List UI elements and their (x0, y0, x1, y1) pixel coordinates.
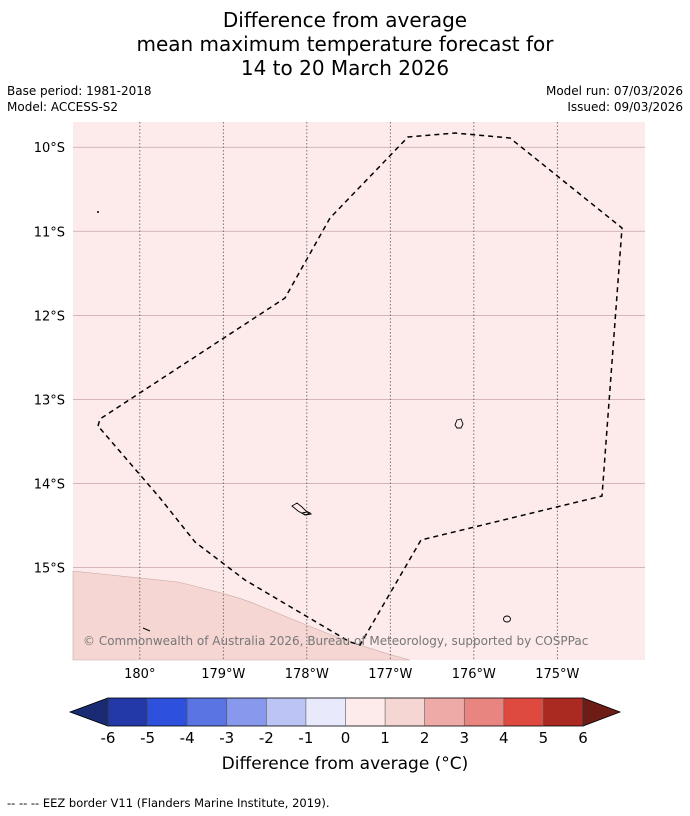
colorbar-over-arrow (582, 697, 622, 727)
colorbar-swatch (424, 698, 465, 726)
colorbar-tick-label: 0 (341, 729, 351, 747)
lat-tick-label: 12°S (34, 309, 65, 324)
colorbar-swatch (543, 698, 584, 726)
colorbar-swatch (108, 698, 148, 726)
map-gridlines (73, 122, 645, 660)
lon-tick-label: 180° (124, 667, 155, 682)
lon-tick-label: 175°W (535, 667, 579, 682)
colorbar-swatch (187, 698, 228, 726)
copyright-notice: © Commonwealth of Australia 2026, Bureau… (83, 634, 588, 648)
lat-tick-label: 10°S (34, 141, 65, 156)
colorbar-ticks: -6 -5 -4 -3 -2 -1 0 1 2 3 4 5 6 (101, 729, 588, 747)
lat-tick-label: 11°S (34, 225, 65, 240)
island-wallis-2 (300, 511, 313, 516)
lon-tick-label: 176°W (452, 667, 496, 682)
latitude-labels: 10°S 11°S 12°S 13°S 14°S 15°S (34, 141, 65, 576)
model-name: Model: ACCESS-S2 (7, 100, 119, 114)
map-title: Difference from average mean maximum tem… (0, 8, 690, 80)
colorbar-label: Difference from average (°C) (221, 754, 469, 774)
colorbar-tick-label: 3 (459, 729, 469, 747)
colorbar-under-arrow (68, 697, 109, 727)
colorbar-tick-label: -2 (259, 729, 274, 747)
meta-left: Base period: 1981-2018 Model: ACCESS-S2 (7, 83, 152, 115)
map-background (73, 122, 645, 660)
colorbar-tick-label: 4 (499, 729, 509, 747)
island-swains (454, 418, 464, 429)
colorbar-tick-label: -5 (140, 729, 155, 747)
lon-tick-label: 178°W (285, 667, 329, 682)
lon-tick-label: 179°W (201, 667, 245, 682)
title-line-3: 14 to 20 March 2026 (240, 56, 450, 80)
lat-tick-label: 14°S (34, 477, 65, 492)
island-dot (97, 211, 99, 213)
title-line-2: mean maximum temperature forecast for (136, 32, 554, 56)
colorbar-swatch (226, 698, 267, 726)
colorbar-swatch (385, 698, 425, 726)
issued-date: Issued: 09/03/2026 (567, 100, 683, 114)
eez-border (97, 132, 623, 646)
colorbar-tick-label: -3 (219, 729, 234, 747)
colorbar-tick-label: -6 (101, 729, 116, 747)
colorbar-swatch (503, 698, 544, 726)
longitude-labels: 180° 179°W 178°W 177°W 176°W 175°W (124, 667, 579, 682)
lon-tick-label: 177°W (368, 667, 412, 682)
colorbar-tick-label: -1 (298, 729, 313, 747)
base-period: Base period: 1981-2018 (7, 84, 152, 98)
colorbar-swatch (266, 698, 307, 726)
island-sliver (142, 627, 151, 632)
colorbar-tick-label: 5 (539, 729, 549, 747)
lat-tick-label: 15°S (34, 562, 65, 577)
model-run: Model run: 07/03/2026 (545, 84, 683, 98)
colorbar-swatch (305, 698, 346, 726)
colorbar (68, 697, 622, 727)
island-atoll (503, 615, 511, 623)
colorbar-tick-label: 6 (578, 729, 588, 747)
colorbar-tick-label: 2 (420, 729, 430, 747)
colorbar-swatch (464, 698, 505, 726)
lat-tick-label: 13°S (34, 393, 65, 408)
colorbar-tick-label: -4 (180, 729, 195, 747)
colorbar-swatch (147, 698, 188, 726)
colorbar-swatch (345, 698, 386, 726)
title-line-1: Difference from average (222, 8, 468, 32)
colorbar-tick-label: 1 (380, 729, 390, 747)
meta-right: Model run: 07/03/2026 Issued: 09/03/2026 (546, 83, 683, 115)
eez-legend: -- -- -- EEZ border V11 (Flanders Marine… (7, 796, 330, 810)
